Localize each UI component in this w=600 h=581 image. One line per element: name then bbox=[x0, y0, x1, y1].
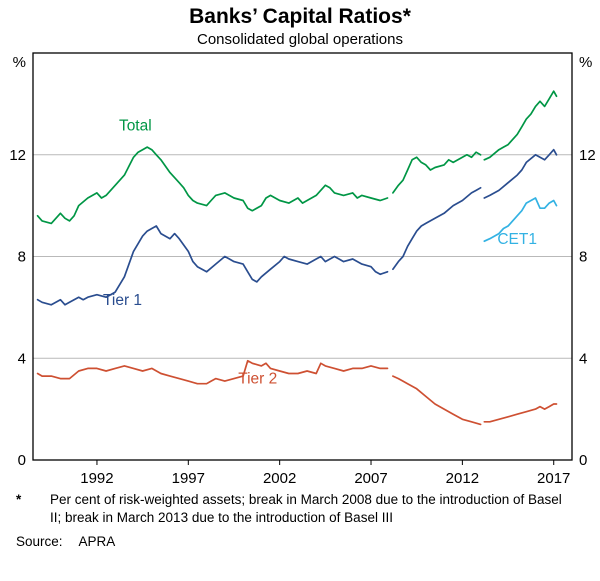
x-tick-label: 2017 bbox=[537, 470, 570, 487]
tier2-line bbox=[483, 403, 558, 423]
footnote: * Per cent of risk-weighted assets; brea… bbox=[16, 491, 584, 527]
total-line bbox=[392, 151, 482, 194]
chart-subtitle: Consolidated global operations bbox=[197, 31, 403, 48]
footnote-text: Per cent of risk-weighted assets; break … bbox=[50, 492, 562, 525]
plot-frame bbox=[32, 52, 573, 461]
tier2-line bbox=[392, 375, 482, 426]
capital-ratios-line-chart: 0 0 4 4 8 8 12 12% % 1992 1997 2002 2007 2012 2017 Tota… bbox=[9, 52, 596, 487]
tier2-series-label: Tier 2 bbox=[238, 371, 277, 388]
source-line: Source: APRA bbox=[16, 533, 584, 551]
cet1-line bbox=[483, 197, 558, 243]
y-tick-label-right: 0 bbox=[579, 452, 587, 469]
y-tick-label-left: 0 bbox=[18, 452, 26, 469]
footnote-marker: * bbox=[16, 492, 22, 507]
source-label: Source: bbox=[16, 533, 63, 549]
y-tick-label-left: 4 bbox=[18, 350, 26, 367]
x-tick-label: 2007 bbox=[354, 470, 387, 487]
y-tick-label-right: 4 bbox=[579, 350, 587, 367]
footnotes: * Per cent of risk-weighted assets; brea… bbox=[0, 489, 600, 550]
total-line bbox=[483, 90, 558, 161]
source-value: APRA bbox=[78, 533, 116, 549]
unit-label-left: % bbox=[13, 54, 26, 71]
x-tick-label: 2002 bbox=[263, 470, 296, 487]
y-tick-label-right: 8 bbox=[579, 249, 587, 266]
y-tick-label-left: 12 bbox=[9, 147, 26, 164]
total-series-label: Total bbox=[119, 118, 152, 135]
tier1-line bbox=[483, 148, 558, 199]
chart-title: Banks’ Capital Ratios* bbox=[189, 5, 411, 28]
x-tick-label: 1997 bbox=[172, 470, 205, 487]
x-tick-label: 1992 bbox=[80, 470, 113, 487]
y-tick-label-right: 12 bbox=[579, 147, 596, 164]
chart-area: 0 0 4 4 8 8 12 12%% 1992 1997 2002 2007 2012 2017 Tota… bbox=[0, 49, 600, 489]
unit-label-right: % bbox=[579, 54, 592, 71]
tier2-line bbox=[36, 359, 389, 385]
tier1-line bbox=[392, 186, 482, 271]
y-tick-label-left: 8 bbox=[18, 249, 26, 266]
x-tick-label: 2012 bbox=[446, 470, 479, 487]
total-line bbox=[36, 146, 389, 225]
tier1-series-label: Tier 1 bbox=[103, 292, 142, 309]
tier1-line bbox=[36, 225, 389, 306]
cet1-series-label: CET1 bbox=[497, 231, 537, 248]
